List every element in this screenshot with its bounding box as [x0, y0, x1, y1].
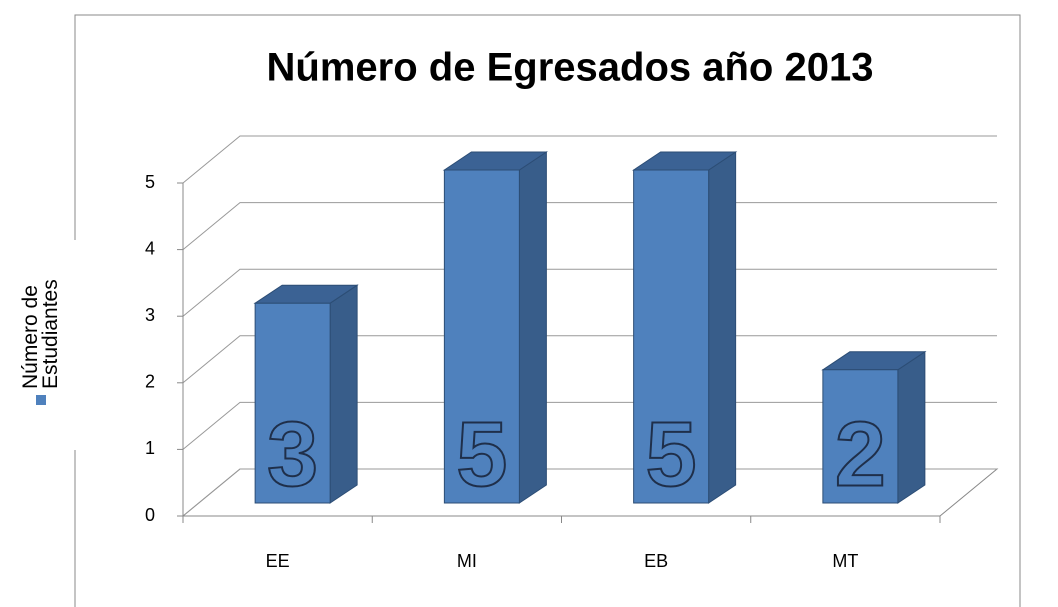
grid-line	[182, 135, 997, 184]
bar-front	[254, 302, 331, 504]
y-tick-label: 1	[145, 438, 155, 458]
bar	[442, 151, 549, 504]
grid-line	[182, 268, 997, 317]
bar	[253, 284, 359, 504]
y-tick-label: 4	[145, 238, 155, 258]
x-tick-label: EE	[266, 551, 290, 571]
chart-frame	[74, 14, 1021, 607]
bar-side	[518, 151, 547, 504]
grid-line	[182, 468, 997, 517]
bar	[821, 350, 927, 504]
chart-title: Número de Egresados año 2013	[267, 46, 874, 90]
data-label: 2	[835, 403, 886, 505]
data-label: 5	[456, 403, 507, 505]
bar-front	[443, 169, 520, 504]
data-label: 3	[267, 403, 318, 505]
legend: Número de Estudiantes	[16, 255, 66, 405]
y-tick-label: 0	[145, 505, 155, 525]
y-tick-label: 2	[145, 372, 155, 392]
bar	[631, 151, 738, 504]
bar-front	[633, 169, 710, 504]
y-tick-label: 3	[145, 305, 155, 325]
bar-side	[897, 350, 926, 504]
grid-line	[182, 202, 997, 250]
legend-label: Número de Estudiantes	[19, 279, 62, 389]
data-label: 5	[646, 403, 697, 505]
x-tick-label: EB	[644, 551, 668, 571]
bar-side	[708, 151, 737, 504]
x-tick-label: MI	[457, 551, 477, 571]
legend-marker	[36, 395, 46, 405]
grid-line	[182, 335, 997, 384]
y-tick-label: 5	[145, 172, 155, 192]
x-tick-label: MT	[832, 551, 858, 571]
grid-line	[182, 401, 997, 450]
bar-front	[822, 369, 899, 504]
bar-side	[329, 284, 358, 504]
